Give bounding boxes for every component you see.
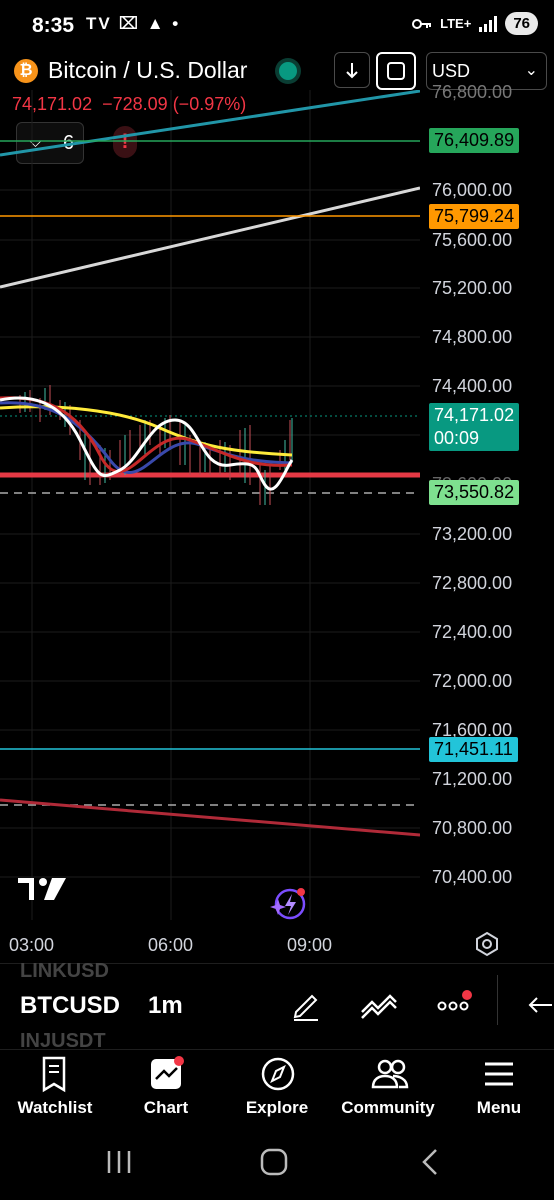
price-tick-top: 76,800.00 [432,82,513,102]
price-line-white [0,396,294,491]
symbol-title[interactable]: Bitcoin / U.S. Dollar [48,57,248,83]
price-tick: 73,200.00 [432,524,513,544]
price-tick: 71,600.00 [432,720,513,740]
home-icon[interactable] [259,1145,289,1179]
nav-label: Menu [476,1098,522,1117]
nav-label: Community [341,1098,435,1117]
chart-toolbar [0,963,554,1050]
indicators-icon[interactable] [360,990,400,1020]
chart-settings-icon[interactable] [474,931,500,957]
price-tick: 74,800.00 [432,327,513,347]
price-chart[interactable] [0,90,420,920]
community-icon [371,1059,409,1089]
price-tick: 72,800.00 [432,573,513,593]
trendline-red [0,798,420,837]
symbol-next[interactable]: INJUSDT [20,1030,106,1052]
ma-red [0,396,293,473]
status-bar: 8:35 TV ⌧ ▲ • LTE+ 76 [0,0,554,48]
nav-label: Chart [143,1098,189,1117]
market-open-indicator [279,62,297,80]
fullscreen-icon [387,62,405,80]
price-tag-green: 76,409.89 [429,128,520,153]
symbol-selector[interactable]: BTCUSD [20,992,120,1019]
price-tag-cyan: 71,451.11 [429,737,518,762]
recent-apps-icon[interactable] [104,1145,134,1179]
symbol-prev[interactable]: LINKUSD [20,960,109,982]
download-button[interactable] [334,52,370,88]
arrow-down-icon [346,63,358,79]
nav-label: Watchlist [17,1098,93,1117]
time-tick: 09:00 [287,935,333,955]
bitcoin-icon: ₿ [14,59,38,83]
trendline-teal [0,90,420,157]
indicators-count: 6 [63,132,75,154]
nav-label: Explore [245,1098,309,1117]
toolbar-divider [497,975,498,1025]
price-tick: 75,600.00 [432,230,513,250]
price-tick: 72,000.00 [432,671,513,691]
undo-icon[interactable] [527,994,553,1016]
back-icon[interactable] [416,1145,446,1179]
current-price-tag: 74,171.02 [429,403,520,428]
price-tick: 71,200.00 [432,769,513,789]
price-tag-orange: 75,799.24 [429,204,520,229]
ai-assistant-icon [270,888,306,920]
chart-icon [151,1059,181,1089]
compass-icon [261,1057,295,1091]
trendline-white [0,186,420,289]
ma-yellow [0,405,293,457]
candle-countdown: 00:09 [429,426,519,451]
tradingview-logo [18,878,66,900]
drawing-pencil-icon[interactable] [290,988,324,1022]
signal-icon [479,15,498,32]
currency-value: USD [432,61,471,81]
price-tick: 74,400.00 [432,376,513,396]
price-change-pct: (−0.97%) [172,94,247,114]
price-tick: 70,800.00 [432,818,513,838]
hamburger-menu-icon [485,1062,513,1086]
battery-level: 76 [505,12,538,35]
watchlist-icon [42,1056,66,1093]
price-tick: 70,400.00 [432,867,513,887]
price-tick: 76,000.00 [432,180,513,200]
network-label: LTE+ [440,16,472,31]
key-icon [412,18,432,29]
chevron-down-icon: ⌄ [524,62,538,79]
currency-select[interactable]: USD ⌄ [426,52,547,90]
notification-icons: TV ⌧ ▲ • [86,14,181,33]
time-tick: 03:00 [9,935,55,955]
fullscreen-button[interactable] [376,52,416,90]
price-tick: 75,200.00 [432,278,513,298]
price-tick: 72,400.00 [432,622,513,642]
price-change: −728.09 [102,94,168,114]
status-time: 8:35 [32,14,75,37]
status-right: LTE+ 76 [412,12,538,35]
more-options-icon[interactable] [437,990,472,1014]
time-tick: 06:00 [148,935,194,955]
interval-selector[interactable]: 1m [148,992,183,1019]
chart-notification-dot [174,1056,184,1066]
price-tag-light-green: 73,550.82 [429,480,520,505]
